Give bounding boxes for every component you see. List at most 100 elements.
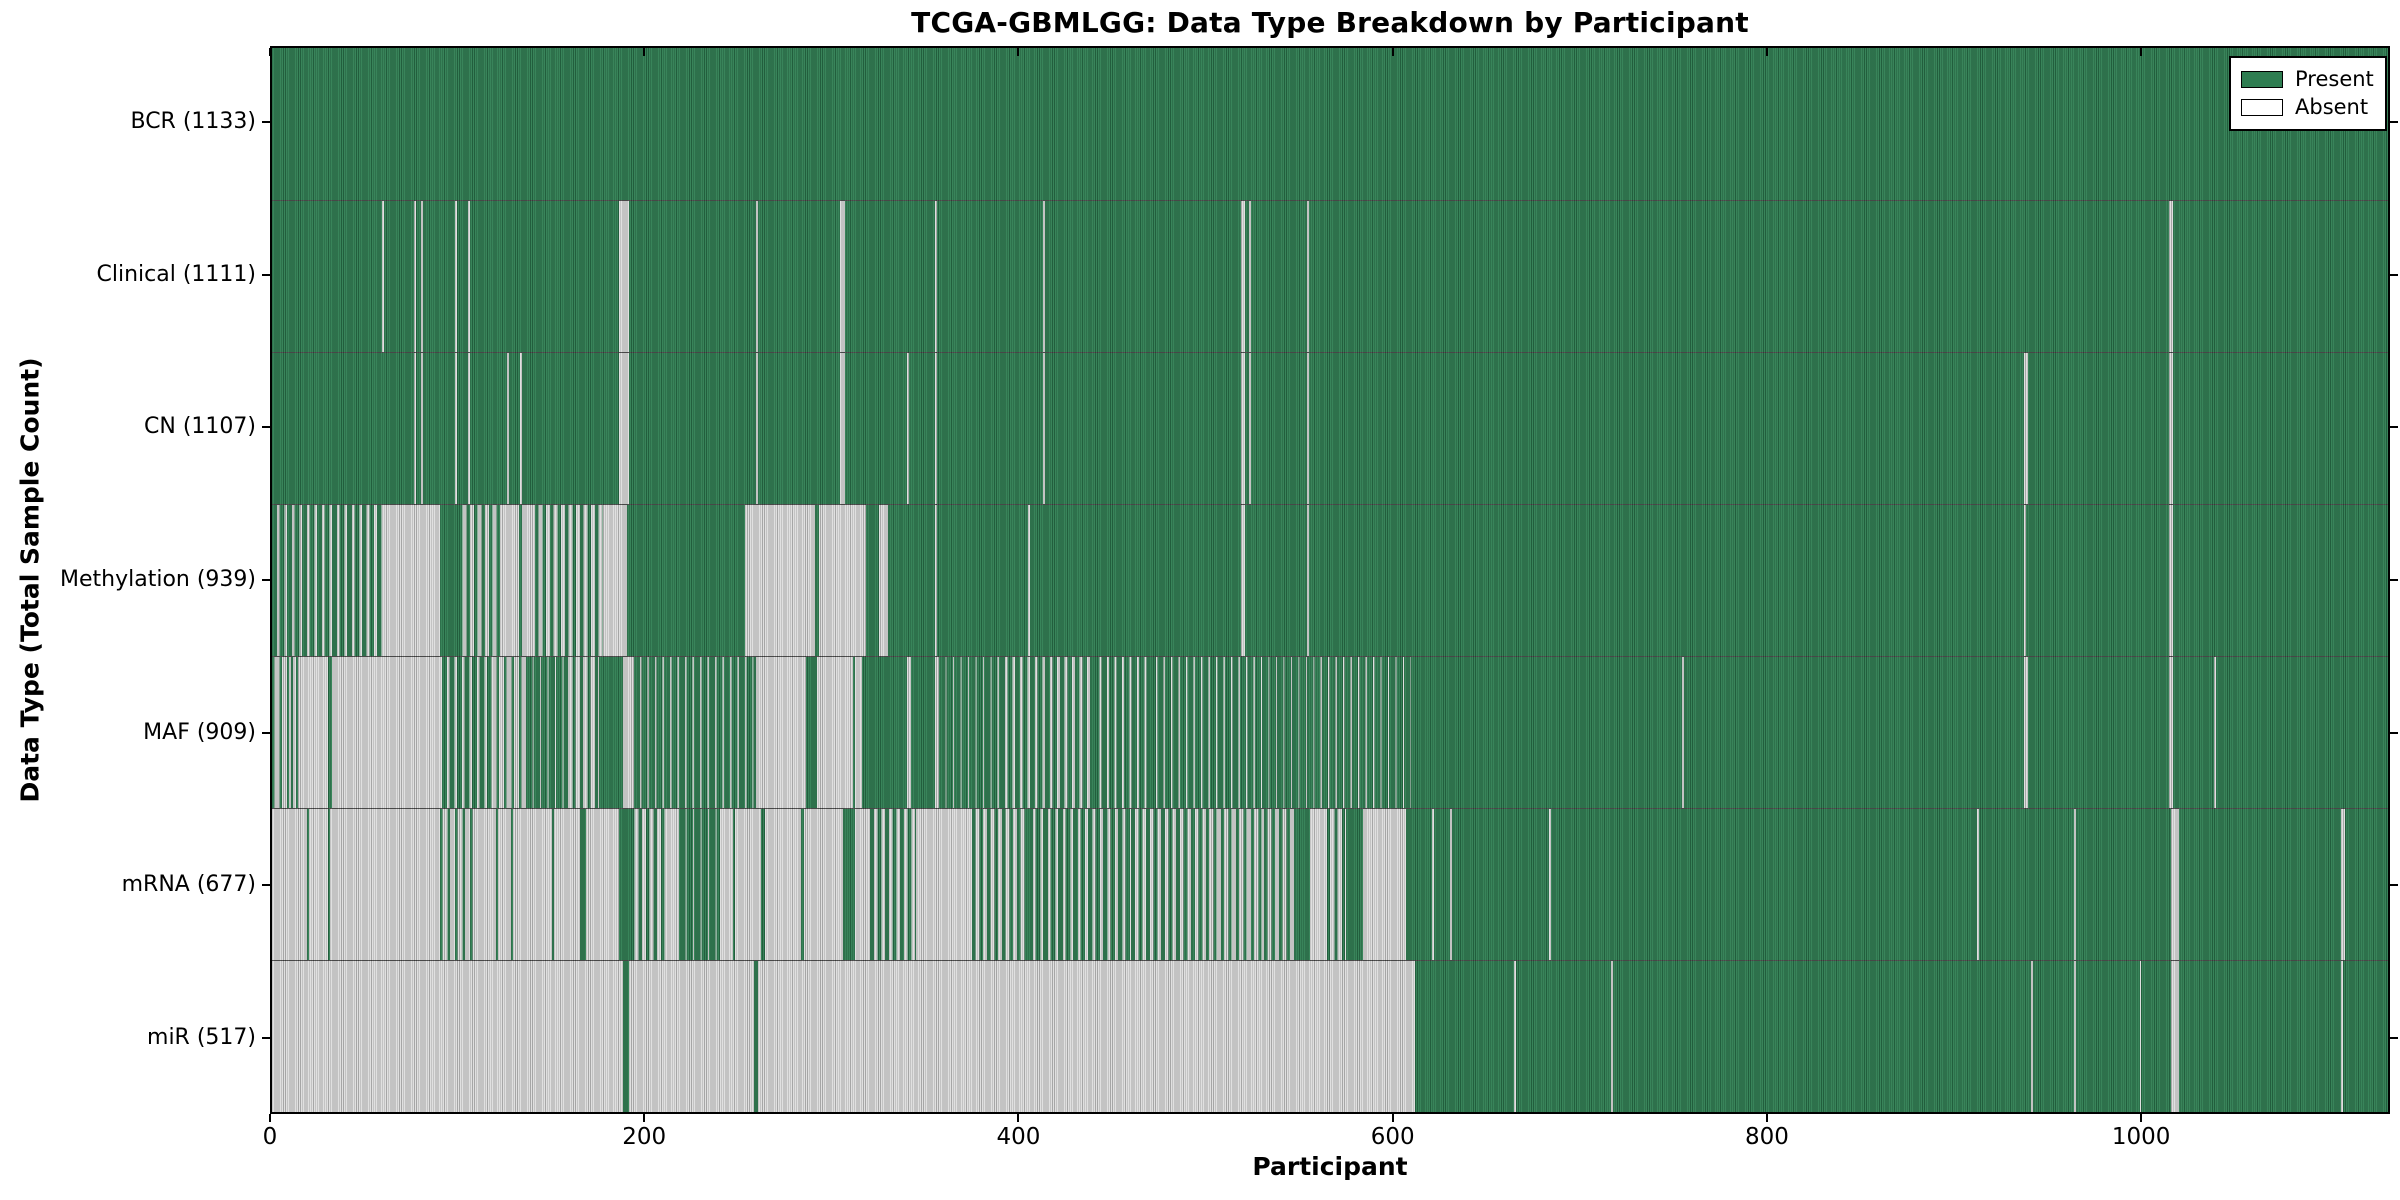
- cell-segment-a: [1682, 657, 1684, 808]
- cell-segment-p: [2345, 809, 2388, 960]
- cell-segment-m: [272, 505, 385, 656]
- cell-segment-p: [936, 201, 1044, 352]
- cell-segment-m: [972, 809, 1029, 960]
- cell-segment-a: [522, 505, 536, 656]
- cell-segment-p: [1683, 657, 2024, 808]
- cell-segment-a: [839, 353, 846, 504]
- plot-area: [270, 46, 2390, 1114]
- row-maf: [272, 656, 2388, 808]
- cell-segment-p: [1405, 809, 1432, 960]
- y-tick-label: Clinical (1111): [96, 261, 256, 287]
- cell-segment-a: [2074, 809, 2077, 960]
- cell-segment-a: [935, 201, 937, 352]
- cell-segment-m: [630, 809, 668, 960]
- cell-segment-p: [1308, 201, 2170, 352]
- cell-segment-a: [720, 809, 734, 960]
- cell-segment-p: [415, 353, 422, 504]
- cell-segment-p: [806, 657, 818, 808]
- cell-segment-p: [1345, 809, 1363, 960]
- heatmap-rows: [272, 48, 2388, 1112]
- cell-segment-a: [292, 657, 297, 808]
- cell-segment-p: [1978, 809, 2075, 960]
- cell-segment-a: [819, 505, 866, 656]
- row-cn: [272, 352, 2388, 504]
- cell-segment-p: [757, 201, 840, 352]
- legend-swatch-absent-icon: [2241, 98, 2283, 116]
- cell-segment-a: [1306, 505, 1309, 656]
- cell-segment-p: [2178, 961, 2342, 1112]
- cell-segment-a: [757, 961, 1415, 1112]
- cell-segment-p: [2033, 961, 2075, 1112]
- y-tick-right: [2390, 121, 2398, 124]
- x-tick-bottom: [643, 1114, 646, 1122]
- cell-segment-m: [1327, 809, 1346, 960]
- cell-segment-m: [1028, 809, 1132, 960]
- cell-segment-p: [619, 809, 631, 960]
- cell-segment-a: [755, 657, 807, 808]
- cell-segment-a: [1431, 809, 1434, 960]
- cell-segment-p: [580, 809, 586, 960]
- cell-segment-a: [497, 809, 512, 960]
- cell-segment-p: [1308, 353, 2024, 504]
- x-tick-bottom: [1017, 1114, 1020, 1122]
- cell-segment-p: [2027, 657, 2170, 808]
- cell-segment-m: [535, 505, 603, 656]
- cell-segment-p: [496, 809, 498, 960]
- y-tick-right: [2390, 731, 2398, 734]
- y-tick-left: [262, 426, 270, 429]
- y-tick-right: [2390, 884, 2398, 887]
- cell-segment-a: [1241, 505, 1246, 656]
- cell-segment-p: [761, 809, 766, 960]
- y-tick-label: miR (517): [147, 1024, 256, 1050]
- cell-segment-a: [2169, 505, 2174, 656]
- cell-segment-p: [2173, 657, 2215, 808]
- cell-segment-p: [2178, 809, 2342, 960]
- cell-segment-a: [329, 809, 441, 960]
- cell-segment-a: [1611, 961, 1613, 1112]
- cell-segment-p: [845, 201, 935, 352]
- x-tick-label: 800: [1744, 1124, 1789, 1150]
- legend: Present Absent: [2229, 56, 2387, 131]
- cell-segment-p: [469, 353, 508, 504]
- cell-segment-p: [1612, 961, 2032, 1112]
- cell-segment-a: [1248, 201, 1251, 352]
- cell-segment-m: [441, 657, 489, 808]
- cell-segment-p: [865, 505, 879, 656]
- cell-segment-a: [272, 809, 308, 960]
- cell-segment-m: [1263, 809, 1294, 960]
- cell-segment-p: [469, 201, 620, 352]
- cell-segment-p: [2076, 809, 2172, 960]
- cell-segment-p: [518, 505, 523, 656]
- cell-segment-a: [2139, 961, 2142, 1112]
- cell-segment-a: [2169, 353, 2174, 504]
- x-tick-top: [2140, 48, 2143, 56]
- cell-segment-p: [845, 353, 907, 504]
- cell-segment-a: [2023, 657, 2028, 808]
- y-tick-left: [262, 1036, 270, 1039]
- row-clinical: [272, 200, 2388, 352]
- cell-segment-p: [888, 505, 935, 656]
- row-methylation: [272, 504, 2388, 656]
- cell-segment-a: [602, 505, 627, 656]
- cell-segment-p: [1250, 201, 1307, 352]
- cell-segment-p: [2141, 961, 2172, 1112]
- cell-segment-p: [1293, 809, 1311, 960]
- x-tick-top: [1765, 48, 1768, 56]
- cell-segment-a: [2341, 809, 2346, 960]
- cell-segment-m: [1205, 809, 1264, 960]
- cell-segment-a: [477, 809, 497, 960]
- y-tick-label: BCR (1133): [130, 109, 256, 135]
- cell-segment-a: [1241, 201, 1246, 352]
- cell-segment-m: [679, 809, 721, 960]
- cell-segment-p: [307, 809, 310, 960]
- x-tick-bottom: [269, 1114, 271, 1122]
- cell-segment-p: [753, 961, 758, 1112]
- y-tick-right: [2390, 273, 2398, 276]
- cell-segment-a: [1043, 353, 1046, 504]
- cell-segment-a: [619, 353, 629, 504]
- cell-segment-p: [2173, 353, 2388, 504]
- cell-segment-m: [525, 657, 566, 808]
- cell-segment-p: [598, 657, 624, 808]
- cell-segment-a: [2214, 657, 2217, 808]
- cell-segment-m: [938, 657, 1001, 808]
